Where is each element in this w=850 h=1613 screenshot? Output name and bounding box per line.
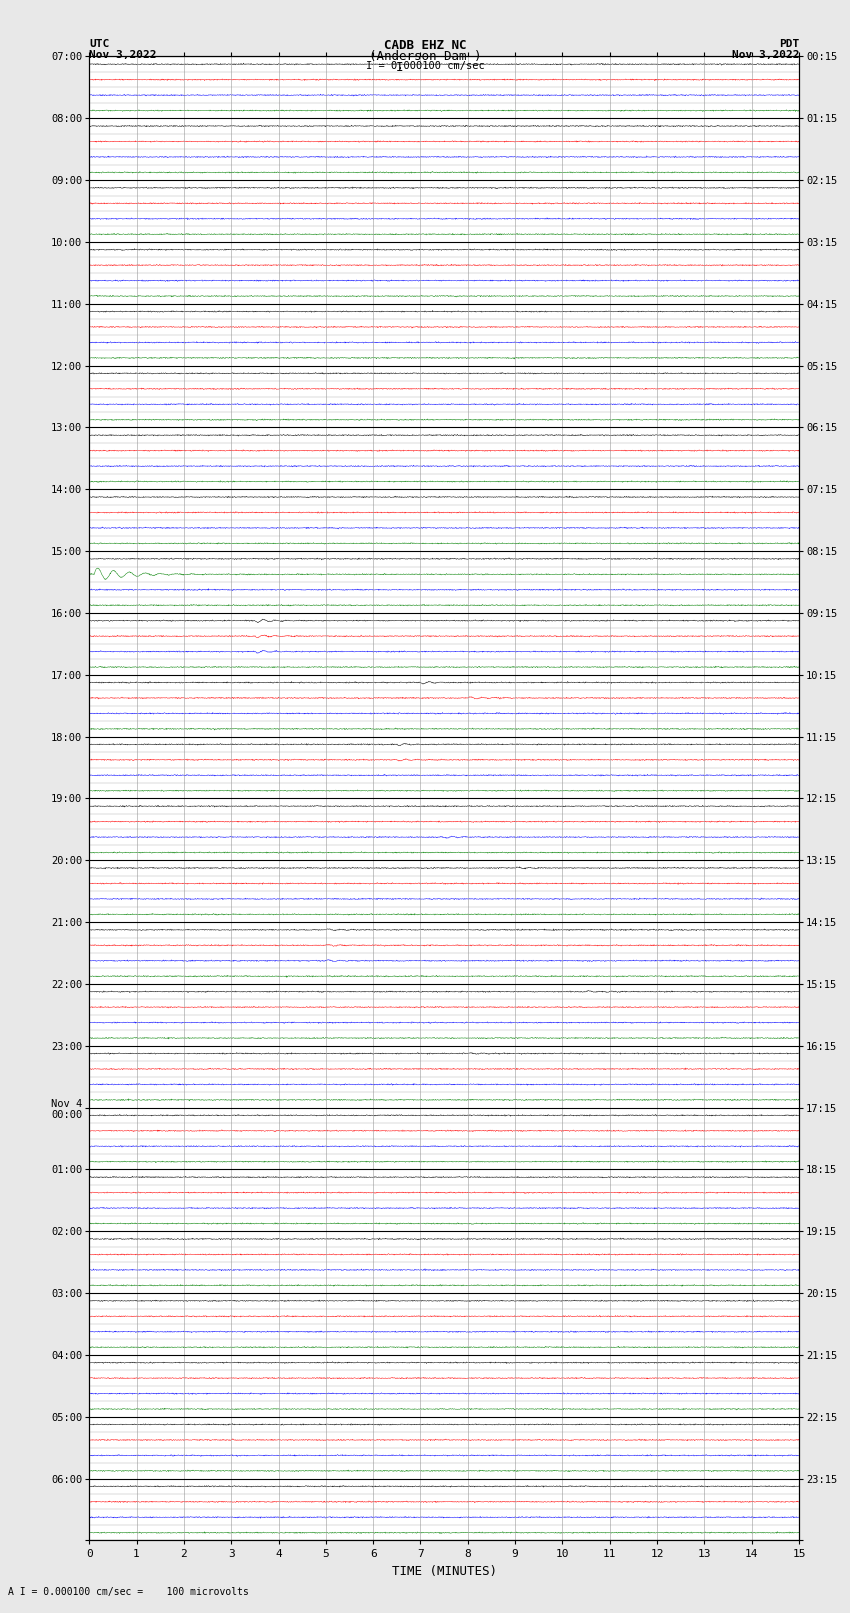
Text: I = 0.000100 cm/sec: I = 0.000100 cm/sec bbox=[366, 61, 484, 71]
X-axis label: TIME (MINUTES): TIME (MINUTES) bbox=[392, 1565, 496, 1578]
Text: Nov 3,2022: Nov 3,2022 bbox=[732, 50, 799, 60]
Text: Nov 3,2022: Nov 3,2022 bbox=[89, 50, 156, 60]
Text: CADB EHZ NC: CADB EHZ NC bbox=[383, 39, 467, 52]
Text: A I = 0.000100 cm/sec =    100 microvolts: A I = 0.000100 cm/sec = 100 microvolts bbox=[8, 1587, 249, 1597]
Text: PDT: PDT bbox=[779, 39, 799, 48]
Text: UTC: UTC bbox=[89, 39, 110, 48]
Text: I: I bbox=[396, 61, 403, 74]
Text: (Anderson Dam ): (Anderson Dam ) bbox=[369, 50, 481, 63]
